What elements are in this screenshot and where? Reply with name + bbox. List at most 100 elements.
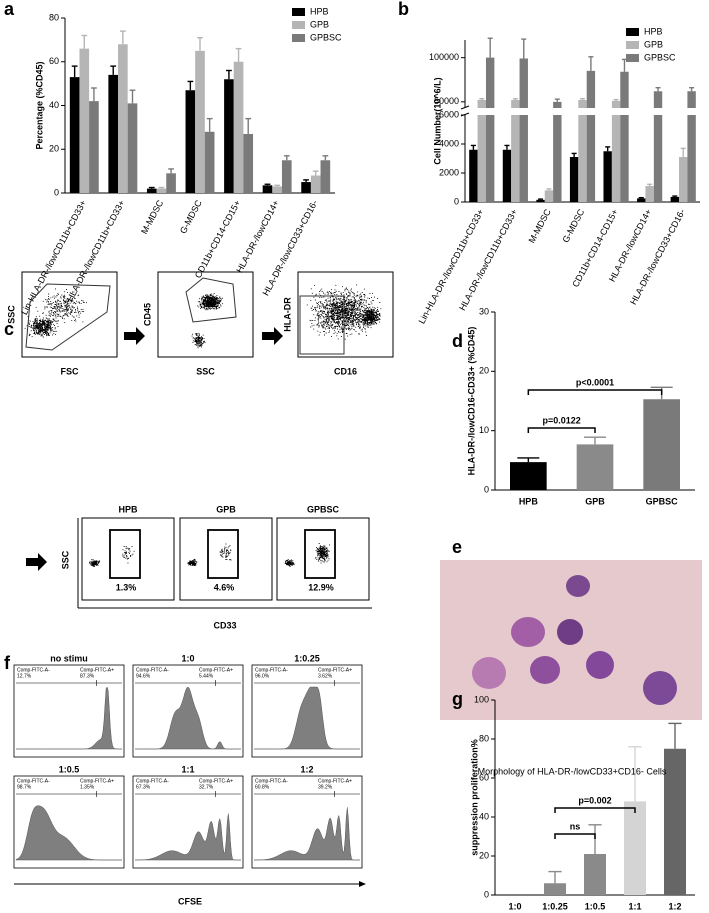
significance-bracket	[527, 427, 596, 433]
y-axis-label: SSC	[6, 305, 16, 324]
y-axis-label: Cell Number(10^6/L)	[432, 77, 442, 164]
plot-frame	[179, 517, 273, 601]
event-dots	[24, 315, 59, 338]
bar	[79, 48, 90, 193]
error-bar	[283, 155, 290, 161]
bar	[156, 188, 167, 193]
gate-line	[135, 791, 241, 797]
flow-plot	[157, 271, 254, 358]
bar	[469, 149, 478, 202]
bar	[89, 101, 99, 193]
gate-line	[254, 791, 360, 797]
gate-value: 3.62%	[318, 673, 333, 679]
plot-frame	[132, 775, 244, 869]
arrow	[124, 327, 145, 345]
bar	[544, 190, 554, 202]
error-bar	[470, 144, 476, 150]
x-tick-label: M-MDSC	[139, 198, 165, 236]
panel-letter: e	[452, 537, 462, 557]
x-axis-label: CD16	[334, 366, 357, 376]
error-bar	[655, 86, 661, 92]
bar	[108, 74, 119, 193]
bar	[281, 160, 292, 193]
legend-swatch	[292, 8, 305, 16]
gate-value: 32.7%	[199, 784, 214, 790]
gate-line	[16, 791, 122, 797]
y-tick-label: 40	[479, 811, 489, 821]
y-tick-label: 80	[479, 733, 489, 743]
bar	[243, 133, 254, 193]
significance-bracket	[554, 807, 636, 813]
bar	[510, 462, 547, 490]
legend-swatch	[626, 28, 639, 36]
x-tick-label: Lin-HLA-DR-/lowCD11b+CD33+	[417, 207, 486, 325]
plot-frame	[251, 664, 363, 758]
panel-letter: f	[4, 653, 11, 673]
gate-line	[135, 680, 241, 686]
histogram: Comp-FITC-A- Comp-FITC-A+ 60.8% 39.2% 1:2	[251, 764, 363, 869]
bar	[233, 61, 244, 193]
arrow	[26, 553, 47, 571]
x-axis-label: SSC	[196, 366, 215, 376]
bar	[262, 185, 273, 193]
event-dots	[89, 559, 101, 567]
bar	[185, 90, 196, 193]
gate-value: 94.6%	[136, 673, 151, 679]
bar	[553, 101, 562, 202]
bar	[611, 100, 621, 202]
bar	[586, 70, 596, 202]
bar	[679, 157, 688, 202]
panel-letter: a	[4, 0, 15, 19]
legend-label: GPB	[310, 19, 329, 29]
plot-frame	[132, 664, 244, 758]
bar	[569, 157, 579, 202]
gate-label: Comp-FITC-A-	[136, 667, 169, 673]
x-tick-label: Lin-HLA-DR-/lowCD11b+CD33+	[19, 198, 88, 316]
histogram-shape	[16, 686, 122, 750]
panel-letter: c	[4, 319, 14, 339]
bar	[511, 100, 520, 202]
plot-frame	[276, 517, 370, 601]
histogram-shape	[15, 805, 122, 861]
histogram-title: 1:0.5	[59, 764, 80, 774]
plot-frame	[13, 775, 125, 869]
bar	[118, 44, 128, 193]
gate	[304, 529, 336, 579]
error-bar	[197, 36, 203, 51]
gate-label: Comp-FITC-A-	[136, 778, 169, 784]
y-tick-label: 20	[479, 366, 489, 376]
cell	[530, 656, 560, 684]
gate-value: 98.7%	[17, 784, 32, 790]
x-tick-label: 1:0.5	[585, 901, 606, 911]
gate-label: Comp-FITC-A+	[80, 778, 114, 784]
error-bar	[571, 152, 577, 158]
bar	[664, 748, 686, 895]
bar	[536, 199, 545, 202]
error-bar	[605, 146, 611, 152]
error-bar	[158, 186, 165, 189]
x-axis-label: CD33	[213, 620, 236, 630]
gate	[109, 529, 141, 579]
y-tick-label: 60	[49, 56, 59, 66]
cell	[511, 617, 545, 647]
micrograph	[440, 560, 702, 720]
histogram: Comp-FITC-A- Comp-FITC-A+ 67.3% 32.7% 1:1	[132, 764, 244, 869]
cell	[566, 575, 590, 597]
legend-swatch	[626, 54, 639, 62]
bar	[645, 186, 654, 202]
plot-frame	[157, 271, 254, 358]
gate-value: 1.35%	[80, 784, 95, 790]
plot-frame	[251, 775, 363, 869]
error-bar	[235, 47, 242, 62]
error-bar	[638, 196, 644, 199]
bar	[485, 57, 495, 202]
y-tick-label: 40	[49, 100, 59, 110]
error-bar	[148, 186, 155, 189]
gate-value: 5.44%	[199, 673, 214, 679]
flow-plot	[21, 271, 118, 358]
panel-letter: d	[452, 331, 463, 351]
bar	[578, 100, 587, 202]
significance-label: p=0.002	[578, 795, 611, 805]
x-tick-label: HLA-DR-/lowCD14+	[234, 198, 281, 274]
x-tick-label: 1:0	[508, 901, 521, 911]
